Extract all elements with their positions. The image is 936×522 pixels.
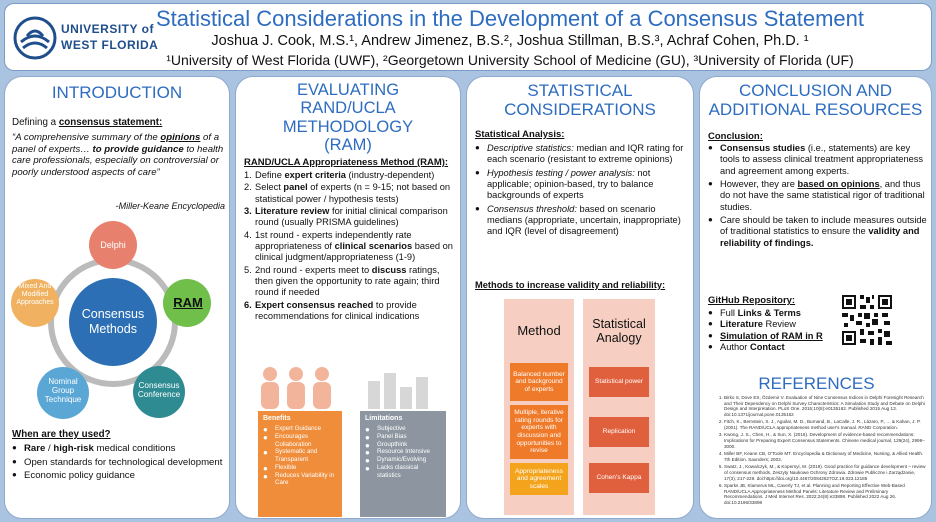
consensus-methods-diagram <box>11 221 211 419</box>
reference-item: Kwong, J. S., Chen, H., & Sun, X. (2016)… <box>724 432 926 449</box>
list-item: Consensus threshold: based on scenario m… <box>475 204 689 238</box>
logo-text-top: UNIVERSITY of <box>61 22 154 36</box>
list-item: Lacks classical statistics <box>365 464 441 480</box>
cycle-delphi: Delphi <box>100 240 126 250</box>
people-icon <box>261 367 331 409</box>
list-item: Systematic and Transparent <box>263 448 337 464</box>
limitations-title: Limitations <box>365 415 403 422</box>
list-item: Rare / high-risk medical conditions <box>12 443 224 455</box>
ram-step: 4. 1st round - experts independently rate… <box>244 229 453 263</box>
when-used-title: When are they used? <box>12 429 111 440</box>
list-item: Open standards for technological develop… <box>12 457 224 469</box>
uwf-logo-icon <box>13 16 57 60</box>
list-item: Encourages Collaboration <box>263 433 337 449</box>
benefits-box: Benefits Expert Guidance Encourages Coll… <box>258 411 342 517</box>
github-link[interactable]: Literature Review <box>708 319 843 330</box>
conclusion-subtitle: Conclusion: <box>708 131 763 142</box>
ram-steps: 1. Define expert criteria (industry-depen… <box>244 170 458 322</box>
list-item: Groupthink <box>365 441 441 451</box>
github-link[interactable]: Simulation of RAM in R <box>708 331 843 342</box>
introduction-panel: INTRODUCTION Defining a consensus statem… <box>4 76 230 519</box>
analogy-box: Statistical power <box>589 367 649 397</box>
intro-quote: “A comprehensive summary of the opinions… <box>12 132 224 179</box>
list-item: Hypothesis testing / power analysis: not… <box>475 168 689 202</box>
list-item: Consensus studies (i.e., statements) are… <box>708 143 928 177</box>
method-box: Appropriateness and agreement scales <box>510 463 568 495</box>
statistical-panel: STATISTICAL CONSIDERATIONS Statistical A… <box>466 76 694 519</box>
ram-step: 6. Expert consensus reached to provide re… <box>244 299 420 321</box>
when-used-list: Rare / high-risk medical conditions Open… <box>12 443 224 482</box>
github-list[interactable]: Full Links & Terms Literature Review Sim… <box>708 308 843 353</box>
list-item: Expert Guidance <box>263 425 337 435</box>
list-item: However, they are based on opinions, and… <box>708 179 928 213</box>
cycle-center-label: Consensus Methods <box>81 307 145 336</box>
list-item: Resource Intensive <box>365 448 441 458</box>
list-item: Reduces Variability in Care <box>263 472 337 488</box>
github-title: GitHub Repository: <box>708 295 796 306</box>
benefits-title: Benefits <box>263 415 291 422</box>
benefits-list: Expert Guidance Encourages Collaboration… <box>263 425 337 487</box>
list-item: Dynamic/Evolving <box>365 456 441 466</box>
conclusion-title: CONCLUSION AND ADDITIONAL RESOURCES <box>708 81 923 120</box>
cycle-ram: RAM <box>173 295 203 310</box>
logo-text-bottom: WEST FLORIDA <box>61 38 159 52</box>
analogy-column-title: Statistical Analogy <box>592 317 646 346</box>
analogy-box: Cohen's Kappa <box>589 463 649 493</box>
intro-definition: Defining a consensus statement: <box>12 117 163 128</box>
references-list: Birko S, Dove ES, Özdemir V. Evaluation … <box>716 395 926 507</box>
statistical-title: STATISTICAL CONSIDERATIONS <box>504 81 656 120</box>
conclusion-panel: CONCLUSION AND ADDITIONAL RESOURCES Conc… <box>699 76 932 519</box>
ram-panel: EVALUATING RAND/UCLA METHODOLOGY (RAM) R… <box>235 76 461 519</box>
ram-step: 1. Define expert criteria (industry-depen… <box>244 170 435 180</box>
poster-title: Statistical Considerations in the Develo… <box>155 6 865 31</box>
methods-title: Methods to increase validity and reliabi… <box>475 280 666 290</box>
list-item: Economic policy guidance <box>12 470 224 482</box>
poster-authors: Joshua J. Cook, M.S.¹, Andrew Jimenez, B… <box>211 33 809 49</box>
reference-item: Miller BF, Keane CB, O'Toole MT. Encyclo… <box>724 451 926 462</box>
ram-step: 2. Select panel of experts (n = 9-15; not… <box>244 182 451 204</box>
introduction-title: INTRODUCTION <box>51 83 183 102</box>
limitations-list: Subjective Panel Bias Groupthink Resourc… <box>365 425 441 479</box>
cycle-nominal: Nominal Group Technique <box>44 377 82 405</box>
ram-step: 5. 2nd round - experts meet to discuss ra… <box>244 264 440 298</box>
list-item: Descriptive statistics: median and IQR r… <box>475 143 689 166</box>
conclusion-list: Consensus studies (i.e., statements) are… <box>708 143 928 249</box>
ram-subtitle: RAND/UCLA Appropriateness Method (RAM): <box>244 157 449 168</box>
reference-item: Swatz, J., Kowalczyk, M., & Kopernyi, M.… <box>724 464 926 481</box>
ram-title: EVALUATING RAND/UCLA METHODOLOGY (RAM) <box>282 81 414 155</box>
list-item: Care should be taken to include measures… <box>708 215 928 249</box>
statistical-analysis-list: Descriptive statistics: median and IQR r… <box>475 143 689 238</box>
github-link[interactable]: Author Contact <box>708 342 843 353</box>
cycle-mixed: Mixed And Modified Approaches <box>16 283 54 307</box>
list-item: Panel Bias <box>365 433 441 443</box>
limitations-box: Limitations Subjective Panel Bias Groupt… <box>360 411 446 517</box>
qr-code-icon[interactable] <box>840 293 894 347</box>
reference-item: Sparks JB, Klamerus ML, Caverly TJ, et a… <box>724 483 926 506</box>
poster-header: UNIVERSITY of WEST FLORIDA Statistical C… <box>4 3 932 71</box>
blocks-icon <box>368 373 428 409</box>
analogy-box: Replication <box>589 417 649 447</box>
method-box: Balanced number and background of expert… <box>510 363 568 401</box>
reference-item: Birko S, Dove ES, Özdemir V. Evaluation … <box>724 395 926 418</box>
ram-step: 3. Literature review for initial clinical… <box>244 205 448 228</box>
quote-source: -Miller-Keane Encyclopedia <box>115 201 225 211</box>
references-title: REFERENCES <box>758 374 875 393</box>
reference-item: Fitch, K., Bernstein, S. J., Aguilar, M.… <box>724 419 926 430</box>
method-box: Multiple, iterative rating rounds for ex… <box>510 405 568 459</box>
list-item: Flexible <box>263 464 337 474</box>
list-item: Subjective <box>365 425 441 435</box>
method-column-title: Method <box>517 323 561 338</box>
poster-affiliations: ¹University of West Florida (UWF), ²Geor… <box>166 52 854 68</box>
statistical-analysis-title: Statistical Analysis: <box>475 129 565 140</box>
cycle-conference: Consensus Conference <box>137 381 181 400</box>
github-link[interactable]: Full Links & Terms <box>708 308 843 319</box>
